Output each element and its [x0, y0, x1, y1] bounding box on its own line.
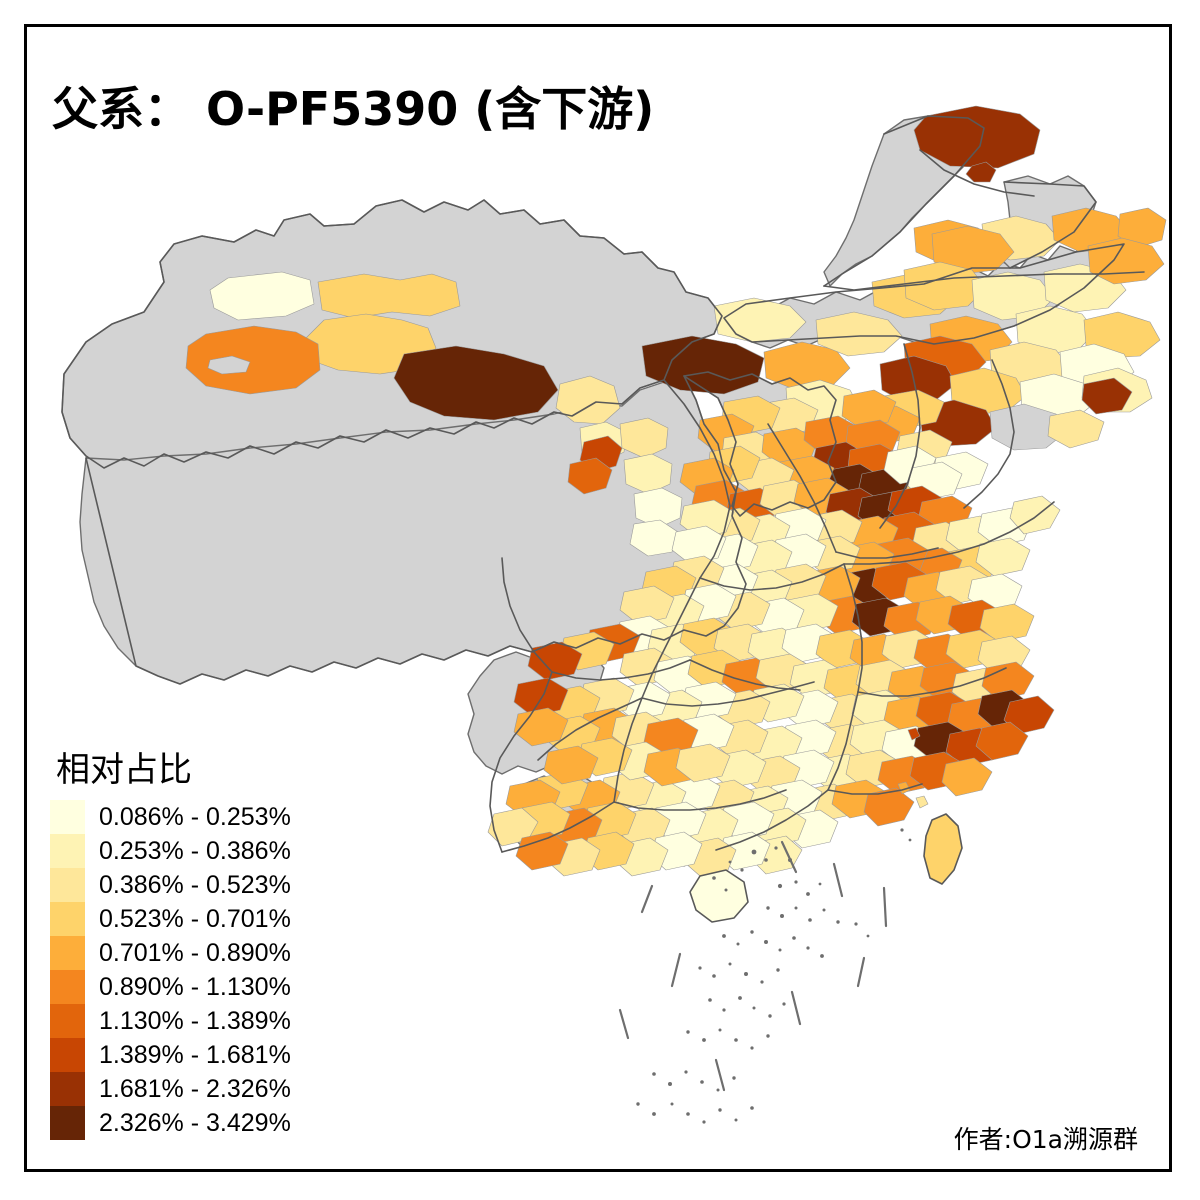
- legend-swatch: [50, 970, 85, 1004]
- legend-swatch: [50, 834, 85, 868]
- legend-swatch: [50, 936, 85, 970]
- legend-label: 0.386% - 0.523%: [99, 871, 291, 899]
- legend-label: 0.701% - 0.890%: [99, 939, 291, 967]
- legend-label: 1.130% - 1.389%: [99, 1007, 291, 1035]
- legend-label: 0.890% - 1.130%: [99, 973, 291, 1001]
- legend-title: 相对占比: [56, 750, 192, 790]
- legend-item: 1.681% - 2.326%: [50, 1072, 380, 1106]
- legend-item: 0.701% - 0.890%: [50, 936, 380, 970]
- south-china-sea-dash-line: [618, 840, 888, 1092]
- legend-item: 0.890% - 1.130%: [50, 970, 380, 1004]
- province-boundaries: [61, 115, 1145, 923]
- legend-item: 1.130% - 1.389%: [50, 1004, 380, 1038]
- legend-label: 1.389% - 1.681%: [99, 1041, 291, 1069]
- legend-item: 0.086% - 0.253%: [50, 800, 380, 834]
- legend-swatch: [50, 902, 85, 936]
- legend-swatch: [50, 868, 85, 902]
- legend-label: 0.086% - 0.253%: [99, 803, 291, 831]
- legend-item: 0.523% - 0.701%: [50, 902, 380, 936]
- legend-swatch: [50, 800, 85, 834]
- legend: 相对占比 0.086% - 0.253% 0.253% - 0.386% 0.3…: [50, 748, 380, 1140]
- south-china-sea-islets: [636, 828, 912, 1124]
- legend-item: 1.389% - 1.681%: [50, 1038, 380, 1072]
- legend-label: 0.523% - 0.701%: [99, 905, 291, 933]
- legend-swatch: [50, 1038, 85, 1072]
- map-canvas: [24, 24, 1172, 1172]
- legend-label: 0.253% - 0.386%: [99, 837, 291, 865]
- legend-item: 0.253% - 0.386%: [50, 834, 380, 868]
- legend-label: 1.681% - 2.326%: [99, 1075, 291, 1103]
- legend-swatch: [50, 1106, 85, 1140]
- legend-item: 0.386% - 0.523%: [50, 868, 380, 902]
- legend-item: 2.326% - 3.429%: [50, 1106, 380, 1140]
- page-title: 父系： O-PF5390 (含下游): [52, 81, 655, 136]
- legend-swatch: [50, 1004, 85, 1038]
- china-choropleth-map: [27, 27, 1169, 1169]
- legend-swatch: [50, 1072, 85, 1106]
- author-credit: 作者:O1a溯源群: [953, 1125, 1138, 1154]
- legend-label: 2.326% - 3.429%: [99, 1109, 291, 1137]
